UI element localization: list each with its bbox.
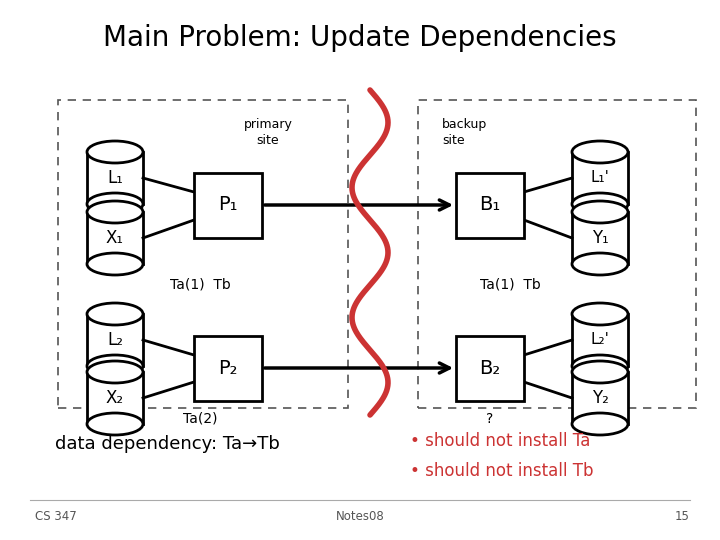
- Bar: [572, 152, 628, 204]
- Ellipse shape: [87, 361, 143, 383]
- Bar: [572, 372, 628, 424]
- Bar: [572, 314, 628, 366]
- Text: L₂': L₂': [590, 333, 609, 348]
- Text: Notes08: Notes08: [336, 510, 384, 523]
- Bar: [194, 172, 262, 238]
- Ellipse shape: [87, 193, 143, 215]
- Bar: [572, 212, 628, 264]
- Ellipse shape: [572, 193, 628, 215]
- Ellipse shape: [572, 413, 628, 435]
- Bar: [58, 100, 348, 408]
- Bar: [87, 372, 143, 424]
- Text: X₁: X₁: [106, 229, 124, 247]
- Bar: [456, 172, 524, 238]
- Bar: [87, 152, 143, 204]
- Text: CS 347: CS 347: [35, 510, 77, 523]
- Bar: [87, 314, 143, 366]
- Bar: [194, 335, 262, 401]
- Ellipse shape: [572, 303, 628, 325]
- Ellipse shape: [87, 355, 143, 377]
- Text: primary
site: primary site: [243, 118, 292, 147]
- Text: L₁: L₁: [107, 169, 123, 187]
- Bar: [87, 212, 143, 264]
- Bar: [418, 100, 696, 408]
- Text: data dependency: Ta→Tb: data dependency: Ta→Tb: [55, 435, 280, 453]
- Text: Main Problem: Update Dependencies: Main Problem: Update Dependencies: [103, 24, 617, 52]
- Ellipse shape: [572, 141, 628, 163]
- Ellipse shape: [87, 141, 143, 163]
- Text: Ta(1)  Tb: Ta(1) Tb: [480, 278, 541, 292]
- Text: • should not install Tb: • should not install Tb: [410, 462, 593, 480]
- Ellipse shape: [87, 413, 143, 435]
- Text: X₂: X₂: [106, 389, 124, 407]
- Ellipse shape: [87, 303, 143, 325]
- Ellipse shape: [572, 355, 628, 377]
- Text: ?: ?: [487, 412, 494, 426]
- Ellipse shape: [572, 361, 628, 383]
- Text: Y₂: Y₂: [592, 389, 608, 407]
- Text: backup
site: backup site: [442, 118, 487, 147]
- Text: P₂: P₂: [218, 359, 238, 377]
- Text: B₂: B₂: [480, 359, 500, 377]
- Text: Ta(1)  Tb: Ta(1) Tb: [170, 278, 230, 292]
- Text: B₁: B₁: [480, 195, 500, 214]
- Text: L₂: L₂: [107, 331, 123, 349]
- Ellipse shape: [87, 201, 143, 223]
- Text: 15: 15: [675, 510, 690, 523]
- Bar: [456, 335, 524, 401]
- Ellipse shape: [572, 201, 628, 223]
- Ellipse shape: [87, 253, 143, 275]
- Ellipse shape: [572, 253, 628, 275]
- Text: L₁': L₁': [590, 171, 609, 186]
- Text: Y₁: Y₁: [592, 229, 608, 247]
- Text: P₁: P₁: [218, 195, 238, 214]
- Text: • should not install Ta: • should not install Ta: [410, 432, 590, 450]
- Text: Ta(2): Ta(2): [183, 412, 217, 426]
